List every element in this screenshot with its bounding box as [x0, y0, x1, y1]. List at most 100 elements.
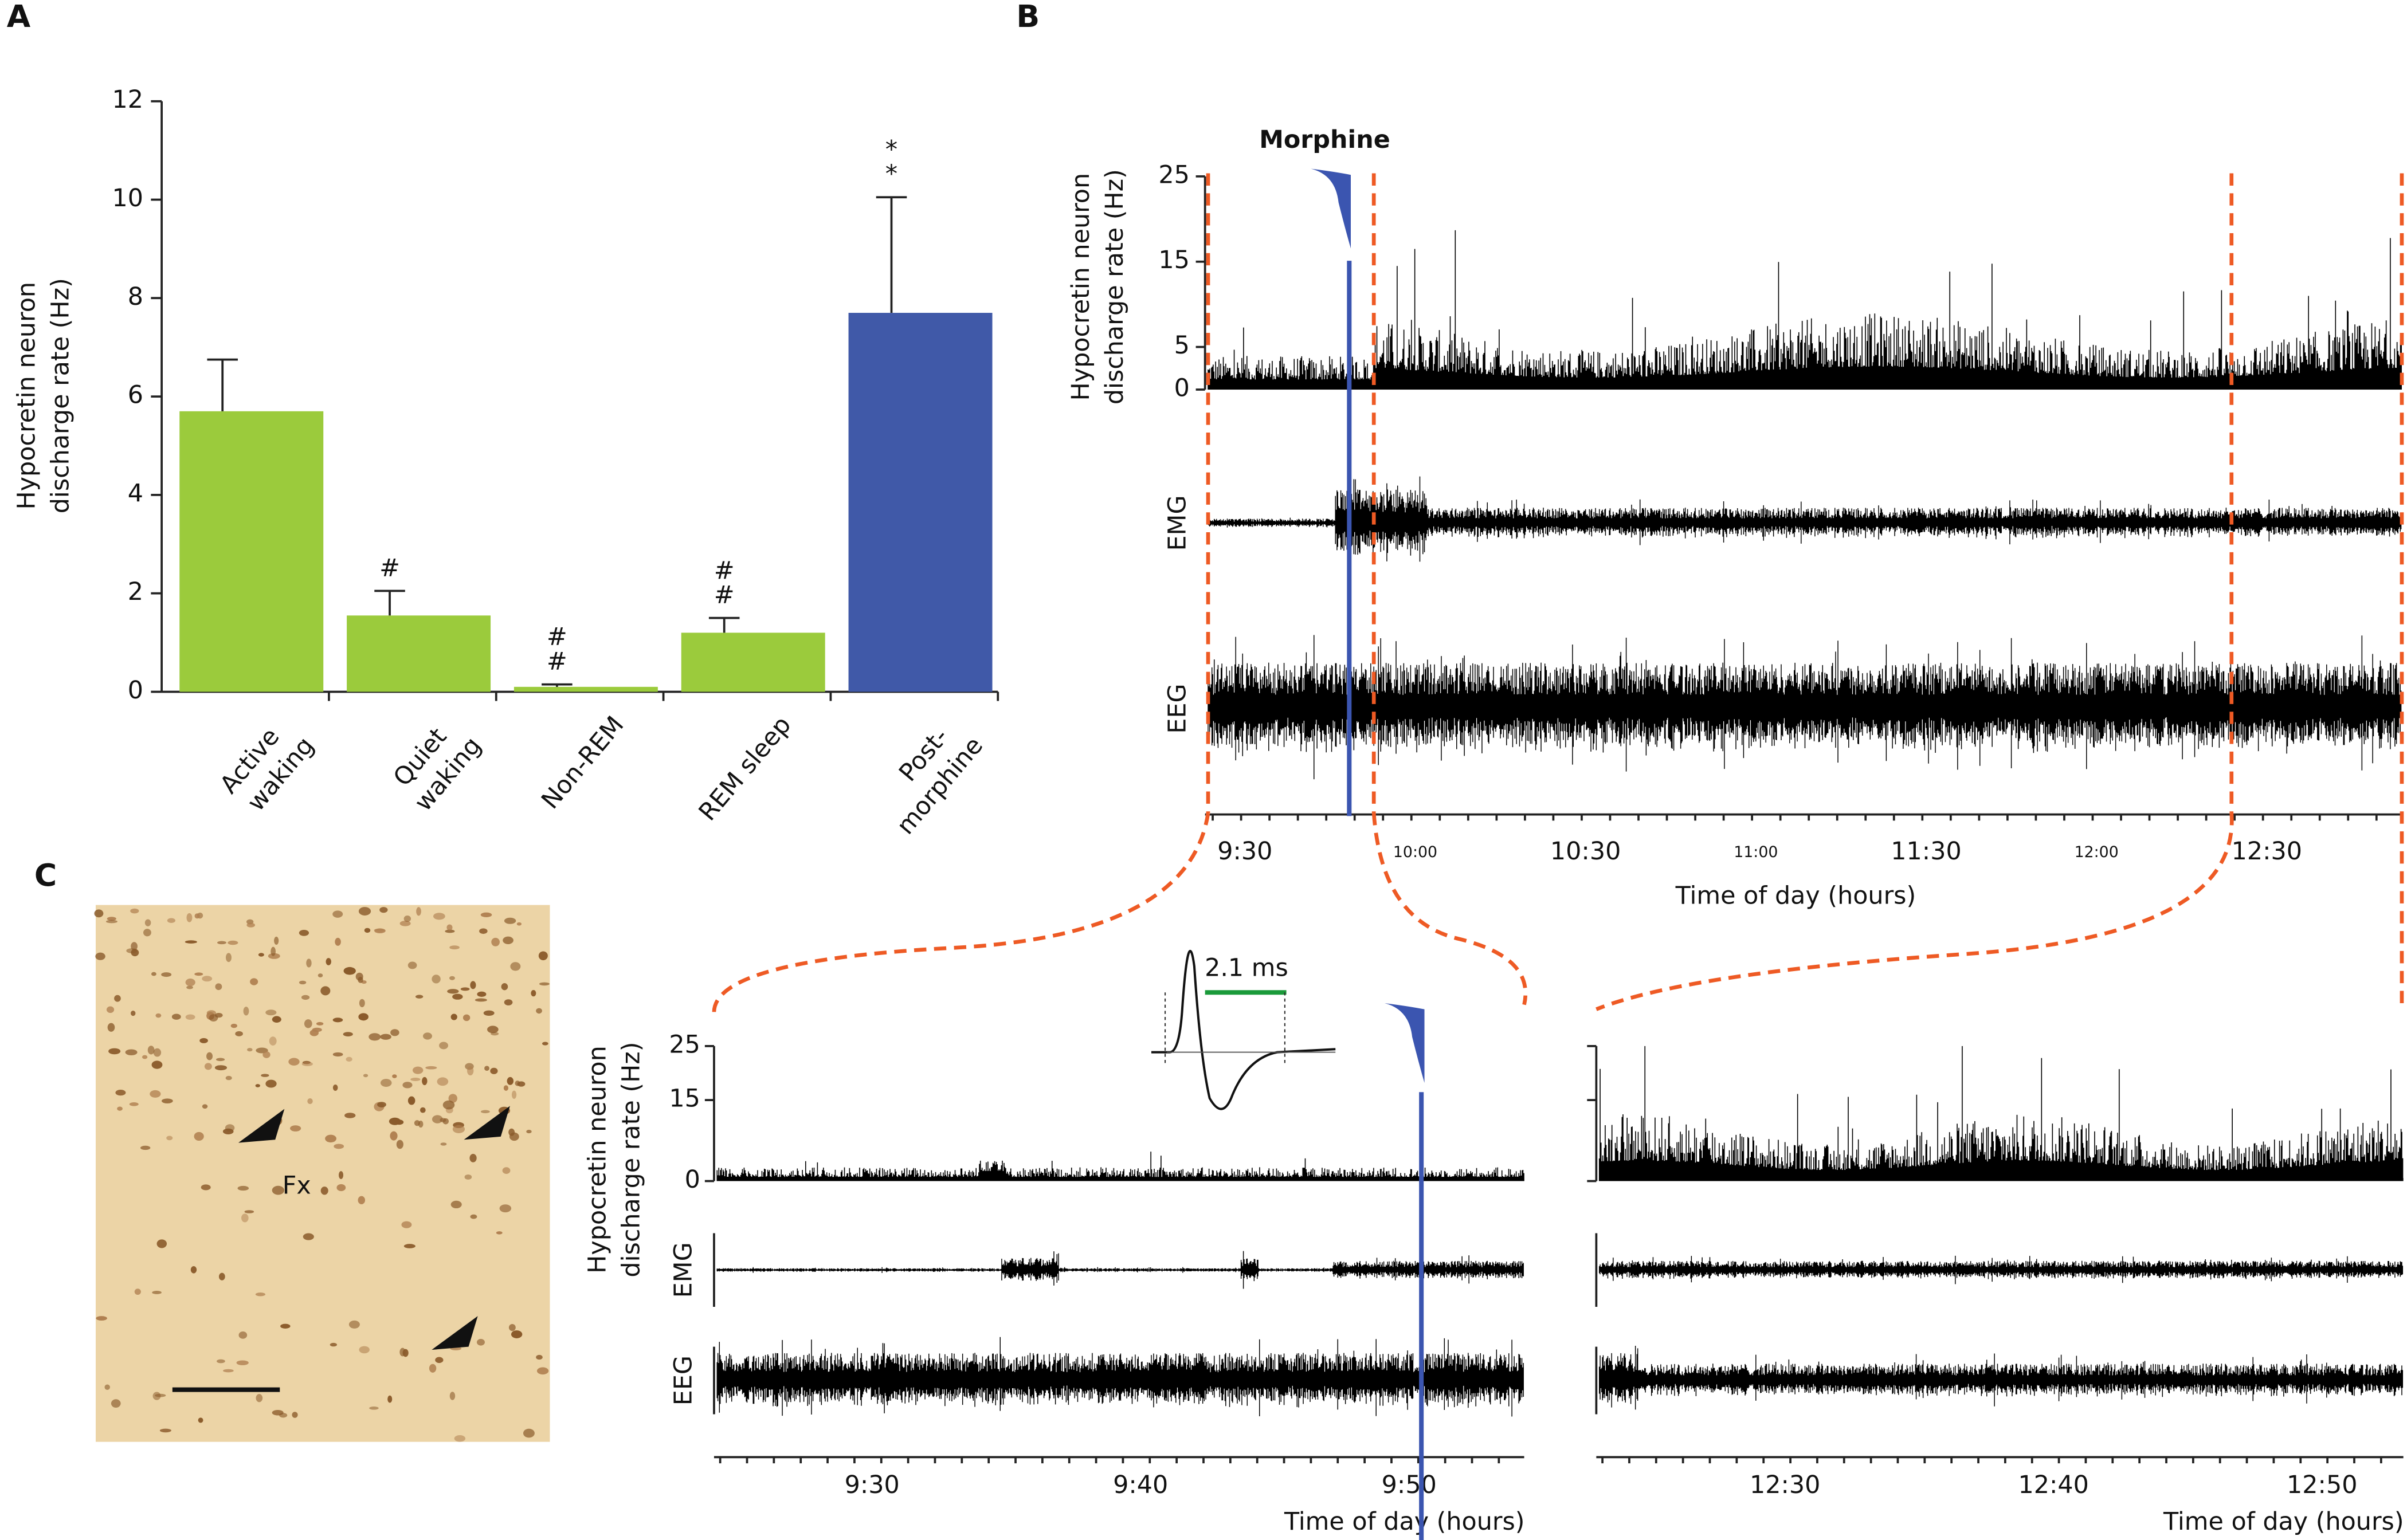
cell	[105, 920, 117, 924]
cell	[359, 999, 365, 1008]
cell	[142, 1055, 148, 1059]
cell	[274, 936, 279, 945]
y-tick-label: 10	[112, 184, 143, 213]
cell	[186, 985, 193, 989]
histology-image	[95, 905, 550, 1442]
cell	[265, 1079, 277, 1088]
y-tick-label: 25	[669, 1030, 700, 1059]
cell	[215, 983, 222, 991]
x-tick-label: 12:00	[2075, 843, 2119, 861]
cell	[332, 910, 343, 918]
cell	[526, 1130, 532, 1134]
x-axis-label: Time of day (hours)	[2163, 1507, 2404, 1536]
x-tick-label: 12:30	[1750, 1471, 1820, 1499]
cell	[312, 1027, 322, 1032]
cell	[140, 1145, 151, 1150]
cell	[462, 1014, 471, 1022]
injection-marker	[1311, 168, 1351, 249]
cell	[440, 1142, 447, 1146]
cell	[432, 975, 441, 984]
cell	[299, 929, 309, 936]
cell	[185, 979, 195, 987]
cell	[303, 1233, 314, 1240]
cell	[243, 1007, 249, 1016]
cell	[335, 937, 341, 946]
y-axis-label: Hypocretin neuron discharge rate (Hz)	[13, 278, 75, 513]
cell	[380, 1034, 391, 1040]
y-tick-label: 2	[128, 578, 143, 606]
cell	[255, 1084, 260, 1087]
cell	[107, 917, 116, 921]
significance-mark: *	[885, 160, 897, 188]
cell	[223, 1369, 234, 1373]
cell	[161, 972, 172, 977]
cell	[334, 1144, 344, 1149]
cell	[536, 1367, 549, 1375]
cell	[247, 1048, 253, 1052]
cell	[447, 989, 459, 994]
bar	[347, 615, 491, 692]
cell	[194, 1132, 204, 1141]
cell	[517, 1081, 526, 1087]
cell	[185, 940, 197, 944]
eeg-trace	[716, 1337, 1524, 1419]
cell	[490, 1067, 498, 1074]
cell	[422, 1077, 428, 1086]
cell	[143, 929, 151, 937]
cell	[425, 1066, 437, 1070]
cell	[108, 1048, 121, 1055]
cell	[348, 1320, 360, 1329]
cell	[199, 1038, 208, 1043]
cell	[504, 917, 516, 924]
x-tick-label-line: REM sleep	[693, 711, 797, 827]
cell	[190, 1266, 197, 1274]
cell	[304, 1019, 312, 1028]
cell	[151, 1060, 163, 1069]
x-tick-label: 12:40	[2018, 1471, 2089, 1499]
track-label: EEG	[669, 1356, 698, 1405]
y-tick-label: 6	[128, 381, 143, 410]
cell	[104, 1384, 110, 1390]
cell	[415, 995, 424, 999]
bar	[179, 411, 324, 692]
cell	[320, 1187, 328, 1195]
x-tick-label: 9:30	[1217, 837, 1272, 866]
cell	[222, 1128, 234, 1134]
cell	[399, 921, 411, 926]
cell	[152, 1392, 161, 1400]
track-label-text: EMG	[1163, 495, 1192, 551]
cell	[469, 1153, 477, 1162]
cell	[198, 1417, 203, 1423]
cell	[125, 1049, 138, 1055]
track-label: EMG	[669, 1242, 698, 1298]
y-tick-label: 0	[685, 1165, 700, 1194]
cell	[317, 973, 323, 977]
cell	[292, 1412, 298, 1418]
cell	[420, 1107, 426, 1113]
y-axis-label-line: Hypocretin neuron	[1067, 173, 1095, 401]
cell	[470, 1214, 477, 1219]
cell	[131, 1011, 136, 1016]
cell	[202, 976, 213, 982]
cell	[364, 928, 371, 933]
cell	[144, 919, 151, 926]
x-axis-label: Time of day (hours)	[1284, 1507, 1525, 1536]
cell	[379, 907, 388, 913]
cell	[111, 1399, 121, 1408]
x-tick-label: 12:30	[2232, 837, 2302, 866]
cell	[439, 1042, 449, 1050]
cell	[511, 1330, 523, 1338]
cell	[217, 941, 226, 945]
y-tick-label: 15	[669, 1085, 700, 1113]
cell	[201, 1184, 211, 1191]
cell	[272, 1185, 285, 1195]
cell	[390, 1029, 399, 1036]
y-axis-label-line: discharge rate (Hz)	[617, 1042, 646, 1278]
rate-trace	[716, 1152, 1524, 1181]
y-tick-label: 0	[1174, 374, 1190, 403]
cell	[466, 1066, 474, 1076]
cell	[452, 1125, 465, 1133]
cell	[343, 967, 356, 975]
